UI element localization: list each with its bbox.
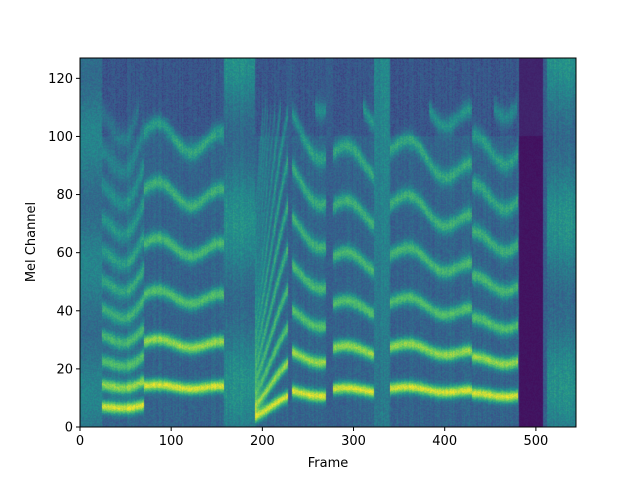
y-tick-label: 80 (56, 188, 73, 203)
mel-spectrogram-heatmap (80, 58, 576, 427)
x-axis: 0 100 200 300 400 500 (76, 427, 548, 449)
y-tick-label: 20 (56, 362, 73, 377)
y-tick-label: 0 (65, 421, 73, 436)
x-tick-label: 500 (523, 434, 548, 449)
x-tick-label: 400 (432, 434, 457, 449)
y-axis-label: Mel Channel (24, 202, 39, 282)
plot-frame (79, 57, 577, 428)
y-tick-label: 40 (56, 304, 73, 319)
x-tick-label: 100 (159, 434, 184, 449)
y-tick-label: 60 (56, 246, 73, 261)
heatmap-container (80, 58, 576, 427)
y-axis: 0 20 40 60 80 100 120 (48, 72, 80, 436)
x-tick-label: 0 (76, 434, 84, 449)
x-tick-label: 200 (250, 434, 275, 449)
y-tick-label: 100 (48, 130, 73, 145)
plot-area (79, 57, 577, 428)
y-tick-label: 120 (48, 72, 73, 87)
x-tick-label: 300 (341, 434, 366, 449)
x-axis-label: Frame (308, 456, 349, 471)
